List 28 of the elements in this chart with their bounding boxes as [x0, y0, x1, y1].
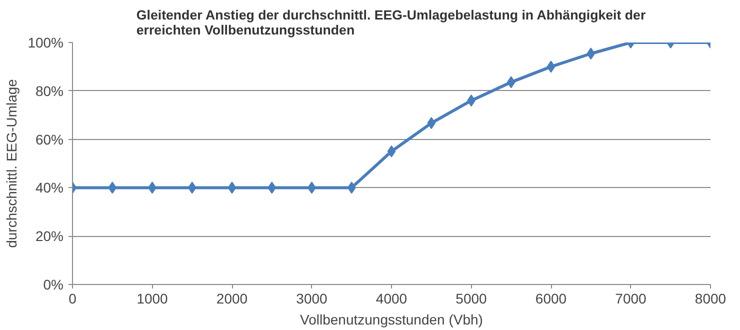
y-tick-label: 20% — [35, 228, 64, 244]
x-tick-label: 6000 — [535, 290, 567, 306]
point — [108, 182, 117, 194]
y-tick-label: 80% — [35, 82, 64, 99]
chart-title: Gleitender Anstieg der durchschnittl. EEG-Umlagebelastung in Abhängigkeit der erreichten Vollbenutzungsstunden — [136, 8, 646, 38]
x-axis-title: Vollbenutzungsstunden (Vbh) — [300, 312, 483, 328]
x-tick-label: 5000 — [456, 290, 488, 306]
point — [347, 182, 356, 194]
y-tick-label: 40% — [35, 180, 64, 196]
x-tick-label: 0 — [68, 290, 77, 306]
x-tick-label: 8000 — [694, 290, 726, 306]
point — [546, 60, 556, 73]
point — [268, 182, 276, 194]
y-tick-label: 0% — [43, 276, 64, 292]
y-axis-title: durchschnittl. EEG-Umlage — [4, 78, 20, 248]
point — [188, 182, 196, 194]
x-tick-label: 4000 — [376, 290, 408, 306]
x-tick-label: 3000 — [296, 290, 328, 306]
point — [506, 76, 516, 88]
y-tick-label: 100% — [28, 34, 64, 50]
y-tick-label: 60% — [35, 131, 64, 148]
x-tick-label: 2000 — [216, 290, 248, 306]
x-tick-label: 1000 — [136, 290, 168, 306]
point — [228, 182, 236, 194]
point — [387, 145, 396, 158]
point — [586, 48, 596, 60]
x-tick-label: 7000 — [615, 290, 647, 306]
point — [427, 117, 436, 130]
